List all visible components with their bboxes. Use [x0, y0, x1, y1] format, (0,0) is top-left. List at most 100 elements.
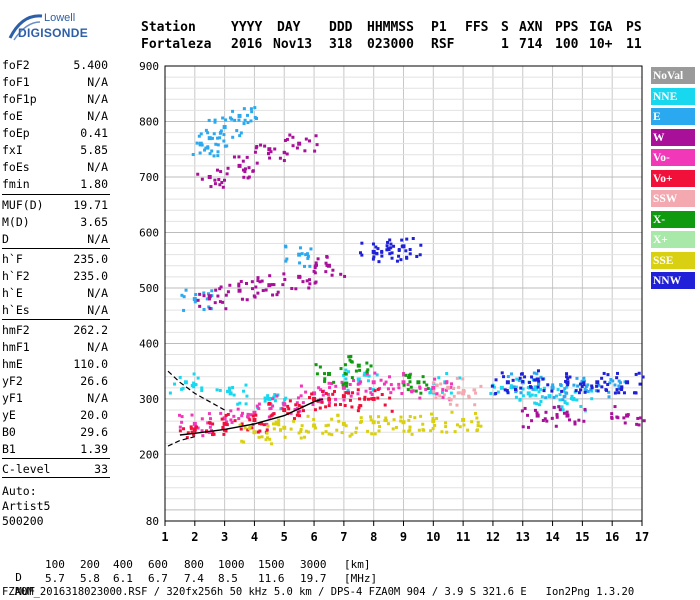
echo-point	[347, 370, 351, 374]
echo-point	[296, 396, 300, 400]
echo-point	[408, 375, 412, 379]
echo-point	[267, 401, 271, 405]
echo-point	[576, 384, 580, 388]
echo-point	[285, 257, 289, 261]
header-label: PPS	[555, 20, 579, 35]
echo-point	[220, 181, 224, 185]
echo-point	[461, 377, 465, 381]
echo-point	[220, 417, 224, 421]
echo-point	[402, 383, 406, 387]
echo-point	[299, 429, 303, 433]
echo-point	[490, 384, 494, 388]
echo-point	[366, 429, 370, 433]
echo-point	[226, 290, 230, 294]
echo-point	[219, 129, 223, 133]
echo-point	[363, 397, 367, 401]
echo-point	[204, 146, 208, 150]
echo-point	[270, 283, 274, 287]
echo-point	[526, 386, 530, 390]
echo-point	[242, 440, 246, 444]
footer-d-label: D	[15, 571, 22, 584]
param-name: D	[2, 232, 9, 246]
echo-point	[535, 411, 539, 415]
echo-point	[413, 416, 417, 420]
echo-point	[330, 273, 334, 277]
echo-point	[544, 396, 548, 400]
echo-point	[360, 253, 364, 257]
echo-point	[275, 394, 279, 398]
param-name: hmF2	[2, 323, 30, 337]
echo-point	[536, 385, 540, 389]
param-value: 1.80	[80, 177, 108, 191]
echo-point	[564, 379, 568, 383]
legend-item: X+	[650, 230, 696, 249]
logo-line1: Lowell	[44, 12, 76, 24]
legend-item: Vo-	[650, 148, 696, 167]
echo-point	[323, 377, 327, 381]
echo-point	[216, 136, 220, 140]
echo-point	[265, 431, 269, 435]
param-row: C-level 33	[2, 462, 110, 479]
echo-point	[245, 155, 249, 159]
echo-point	[530, 419, 534, 423]
echo-point	[616, 416, 620, 420]
echo-point	[196, 376, 200, 380]
echo-point	[203, 148, 207, 152]
echo-point	[350, 376, 354, 380]
echo-point	[632, 391, 636, 395]
echo-point	[539, 388, 543, 392]
header-label: Station	[141, 20, 196, 35]
echo-point	[615, 376, 619, 380]
echo-point	[558, 408, 562, 412]
echo-point	[238, 134, 242, 138]
footer-muf-row: MUF	[2, 572, 35, 598]
echo-point	[392, 244, 396, 248]
param-value: N/A	[87, 232, 108, 246]
panel-divider	[2, 458, 110, 459]
echo-point	[610, 412, 614, 416]
echo-point	[442, 393, 446, 397]
echo-point	[331, 392, 335, 396]
echo-point	[462, 423, 466, 427]
echo-point	[461, 391, 466, 396]
header-value: 100	[555, 37, 579, 52]
footer-file-line: FZA0M_2016318023000.RSF / 320fx256h 50 k…	[2, 586, 635, 598]
echo-point	[238, 423, 242, 427]
echo-point	[447, 396, 451, 400]
echo-point	[267, 396, 272, 401]
echo-point	[558, 392, 562, 396]
echo-point	[408, 425, 412, 429]
echo-point	[429, 412, 433, 416]
echo-point	[251, 169, 255, 173]
echo-point	[555, 394, 559, 398]
echo-point	[399, 258, 403, 262]
header-value: 318	[329, 37, 353, 52]
echo-point	[347, 391, 351, 395]
echo-point	[206, 146, 210, 150]
echo-point	[221, 425, 225, 429]
echo-point	[191, 153, 195, 157]
echo-point	[408, 248, 412, 252]
echo-point	[356, 409, 360, 413]
echo-point	[439, 382, 443, 386]
echo-point	[389, 246, 393, 250]
echo-point	[237, 163, 242, 168]
echo-point	[246, 121, 250, 125]
echo-point	[366, 379, 370, 383]
echo-point	[512, 385, 516, 389]
echo-point	[258, 429, 262, 433]
echo-point	[422, 380, 426, 384]
echo-point	[248, 425, 252, 429]
x-tick-label: 8	[370, 530, 377, 544]
param-name: fxI	[2, 143, 23, 157]
echo-point	[251, 414, 255, 418]
echo-point	[264, 438, 268, 442]
echo-point	[470, 420, 474, 424]
echo-point	[218, 136, 222, 140]
echo-point	[369, 364, 373, 368]
echo-point	[212, 432, 216, 436]
echo-point	[184, 288, 188, 292]
echo-point	[223, 178, 227, 182]
echo-point	[523, 375, 527, 379]
param-row: hmF1 N/A	[2, 340, 110, 357]
